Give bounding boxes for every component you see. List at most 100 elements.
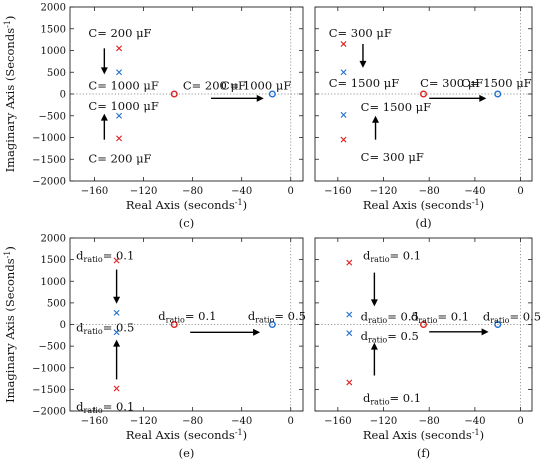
y-tick-label: −1000 — [32, 133, 66, 144]
arrow-head — [481, 328, 489, 336]
x-tick-label: 0 — [517, 186, 523, 197]
annotation-label: dratio= 0.5 — [248, 309, 306, 325]
arrow-head — [372, 115, 380, 123]
y-tick-label: 500 — [47, 298, 66, 309]
x-tick-label: −40 — [464, 186, 485, 197]
y-tick-label: −1500 — [32, 155, 66, 166]
y-tick-label: 0 — [60, 90, 66, 101]
annotation-label: dratio= 0.5 — [361, 329, 419, 345]
annotation-label: C= 1500 μF — [461, 76, 531, 90]
y-tick-label: −2000 — [32, 177, 66, 188]
y-tick-label: 2000 — [41, 3, 66, 14]
zero-marker — [268, 321, 276, 329]
chart-panel-1: −160 −120 −80 −40 0 2000 1500 1000 500 0 −500 −1000… — [3, 3, 304, 230]
x-tick-label: 0 — [517, 416, 523, 427]
x-axis-label: Real Axis (seconds-1) — [363, 428, 484, 442]
annotation-label: dratio= 0.5 — [361, 309, 419, 325]
arrow-head — [359, 60, 367, 68]
pole-marker — [340, 111, 347, 118]
annotation-label: dratio= 0.1 — [76, 248, 134, 264]
pole-marker — [346, 259, 353, 266]
zero-marker — [170, 321, 178, 329]
annotation-label: C= 1500 μF — [329, 76, 399, 90]
y-tick-label: 500 — [47, 68, 66, 79]
y-tick-label: 1000 — [41, 46, 66, 57]
annotation-label: C= 300 μF — [329, 26, 392, 40]
y-tick-label: −500 — [39, 342, 66, 353]
y-tick-label: 2000 — [41, 234, 66, 245]
x-tick-label: −160 — [324, 186, 351, 197]
arrow-head — [479, 94, 487, 102]
x-tick-label: −120 — [130, 416, 157, 427]
x-tick-label: −160 — [81, 416, 108, 427]
pole-marker — [116, 112, 123, 119]
y-tick-label: −500 — [39, 111, 66, 122]
pole-marker — [346, 379, 353, 386]
arrow-head — [256, 94, 264, 102]
annotation-label: dratio= 0.5 — [76, 321, 134, 337]
panel-label: (c) — [179, 216, 194, 230]
pole-marker — [346, 330, 353, 337]
arrow-head — [113, 339, 121, 347]
zero-marker — [494, 321, 502, 329]
pole-marker — [346, 311, 353, 318]
y-tick-label: −1500 — [32, 385, 66, 396]
y-tick-label: 1500 — [41, 24, 66, 35]
annotation-label: C= 300 μF — [420, 76, 483, 90]
annotation-label: dratio= 0.1 — [158, 309, 216, 325]
x-tick-label: 0 — [288, 416, 294, 427]
pole-marker — [113, 385, 120, 392]
annotation-label: C= 1000 μF — [88, 99, 158, 113]
y-tick-label: −2000 — [32, 407, 66, 418]
pole-marker — [340, 69, 347, 76]
x-axis-label: Real Axis (seconds-1) — [363, 198, 484, 212]
x-tick-label: −80 — [419, 416, 440, 427]
x-axis-label: Real Axis (seconds-1) — [126, 428, 247, 442]
pole-marker — [340, 136, 347, 143]
y-axis-label: Imaginary Axis (Seconds-1) — [3, 16, 17, 173]
annotation-label: C= 200 μF — [88, 151, 151, 165]
y-tick-label: 1000 — [41, 277, 66, 288]
pole-marker — [116, 69, 123, 76]
y-tick-label: 0 — [60, 320, 66, 331]
pole-marker — [116, 135, 123, 142]
arrow-head — [100, 67, 108, 75]
chart-panel-3: −160 −120 −80 −40 0 2000 1500 1000 500 0 −500 −1000… — [3, 234, 306, 461]
zero-marker — [420, 90, 428, 98]
x-tick-label: −40 — [231, 416, 252, 427]
pole-marker — [113, 329, 120, 336]
x-tick-label: −160 — [81, 186, 108, 197]
y-tick-label: −1000 — [32, 363, 66, 374]
annotation-label: C= 1000 μF — [221, 78, 291, 92]
annotation-label: C= 200 μF — [183, 78, 246, 92]
panel-label: (d) — [415, 216, 431, 230]
pole-marker — [113, 257, 120, 264]
zero-marker — [170, 90, 178, 98]
x-tick-label: −80 — [419, 186, 440, 197]
x-axis-label: Real Axis (seconds-1) — [126, 198, 247, 212]
annotation-label: C= 1500 μF — [361, 100, 431, 114]
pole-marker — [116, 45, 123, 52]
x-tick-label: 0 — [288, 186, 294, 197]
x-tick-label: −160 — [324, 416, 351, 427]
y-tick-label: 1500 — [41, 255, 66, 266]
arrow-head — [370, 342, 378, 350]
annotation-label: dratio= 0.1 — [363, 391, 421, 407]
x-tick-label: −40 — [464, 416, 485, 427]
chart-panel-2: −160 −120 −80 −40 0 Real Axis (seconds-1) (d) C… — [314, 6, 533, 230]
arrow-head — [253, 328, 261, 336]
annotation-label: dratio= 0.1 — [76, 400, 134, 416]
x-tick-label: −120 — [130, 186, 157, 197]
x-tick-label: −40 — [231, 186, 252, 197]
annotation-label: C= 200 μF — [88, 26, 151, 40]
annotation-label: dratio= 0.1 — [411, 309, 469, 325]
zero-marker — [420, 321, 428, 329]
x-tick-label: −80 — [182, 416, 203, 427]
arrow-head — [113, 296, 121, 304]
annotation-label: dratio= 0.5 — [483, 309, 541, 325]
annotation-label: C= 1000 μF — [88, 78, 158, 92]
pole-marker — [340, 40, 347, 47]
panel-label: (f) — [417, 446, 430, 460]
annotation-label: dratio= 0.1 — [363, 248, 421, 264]
